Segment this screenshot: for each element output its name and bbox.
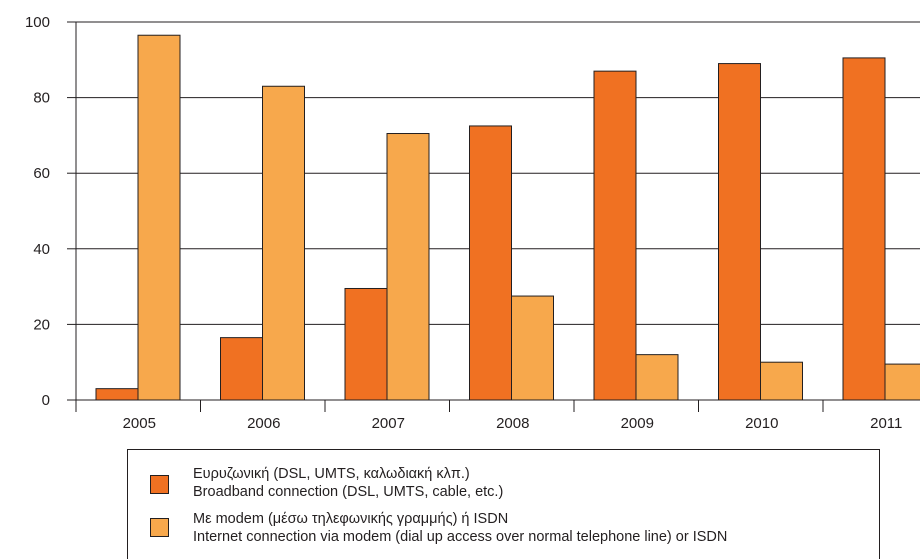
- legend-modem-english: Internet connection via modem (dial up a…: [193, 529, 728, 545]
- legend: Ευρυζωνική (DSL, UMTS, καλωδιακή κλπ.) B…: [127, 449, 880, 559]
- x-tick-label: 2008: [496, 415, 529, 432]
- legend-broadband-greek: Ευρυζωνική (DSL, UMTS, καλωδιακή κλπ.): [193, 466, 470, 482]
- y-tick-label: 0: [42, 392, 50, 409]
- legend-modem-greek: Με modem (μέσω τηλεφωνικής γραμμής) ή IS…: [193, 511, 509, 527]
- x-tick-label: 2011: [870, 415, 902, 432]
- y-tick-label: 40: [33, 241, 50, 258]
- bar-broadband: [344, 287, 388, 401]
- y-tick-label: 100: [25, 14, 50, 31]
- bar-modem: [760, 361, 803, 401]
- bar-modem: [635, 354, 679, 401]
- bar-broadband: [95, 388, 139, 401]
- bar-broadband: [842, 57, 886, 401]
- bar-modem: [884, 363, 920, 401]
- bar-modem: [262, 85, 305, 401]
- legend-broadband-english: Broadband connection (DSL, UMTS, cable, …: [193, 484, 504, 500]
- x-tick-label: 2007: [372, 415, 405, 432]
- x-tick-label: 2006: [247, 415, 280, 432]
- x-tick-label: 2009: [621, 415, 654, 432]
- legend-swatch-modem: [150, 518, 169, 537]
- bar-broadband: [718, 63, 761, 401]
- bar-modem: [386, 133, 430, 401]
- y-tick-label: 80: [33, 90, 50, 107]
- bar-broadband: [220, 337, 263, 401]
- bar-broadband: [469, 125, 512, 401]
- bar-modem: [137, 34, 181, 401]
- legend-swatch-broadband: [150, 475, 169, 494]
- y-tick-label: 20: [33, 316, 50, 333]
- x-tick-label: 2010: [745, 415, 778, 432]
- bar-modem: [511, 295, 554, 401]
- x-tick-label: 2005: [123, 415, 156, 432]
- legend-label-broadband: Ευρυζωνική (DSL, UMTS, καλωδιακή κλπ.) B…: [193, 465, 503, 501]
- y-tick-label: 60: [33, 165, 50, 182]
- legend-label-modem: Με modem (μέσω τηλεφωνικής γραμμής) ή IS…: [193, 510, 727, 546]
- bar-broadband: [593, 70, 637, 401]
